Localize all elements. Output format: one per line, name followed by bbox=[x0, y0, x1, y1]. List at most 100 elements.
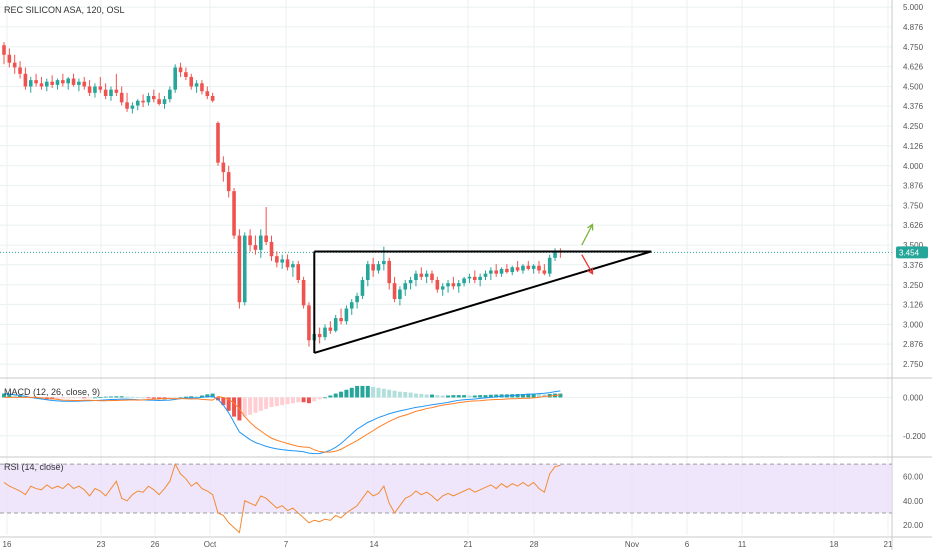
price-tick-label: 3.000 bbox=[903, 320, 924, 329]
candle bbox=[419, 267, 424, 280]
candle bbox=[376, 260, 381, 274]
candle-body bbox=[269, 241, 274, 257]
candle bbox=[398, 286, 402, 306]
candle bbox=[114, 73, 119, 96]
candle bbox=[18, 61, 22, 79]
macd-histogram-bar bbox=[478, 395, 483, 398]
candle bbox=[189, 73, 194, 90]
candle bbox=[184, 67, 188, 81]
candle bbox=[430, 270, 434, 284]
candle bbox=[328, 321, 333, 334]
candle-body bbox=[382, 260, 386, 265]
candle bbox=[553, 248, 557, 261]
candle-body bbox=[226, 172, 231, 192]
rsi-title: RSI (14, close) bbox=[4, 462, 64, 472]
macd-histogram-bar bbox=[205, 394, 210, 398]
candle bbox=[371, 257, 375, 277]
macd-histogram-bar bbox=[60, 397, 65, 399]
macd-histogram-bar bbox=[221, 397, 226, 406]
candle bbox=[226, 165, 231, 198]
price-tick-label: 5.000 bbox=[903, 3, 924, 12]
price-tick-label: 4.126 bbox=[903, 142, 924, 151]
macd-histogram-bar bbox=[87, 397, 92, 399]
candle-body bbox=[55, 80, 60, 85]
candle-body bbox=[424, 273, 429, 277]
candle bbox=[515, 260, 520, 273]
candle-body bbox=[451, 283, 456, 287]
candle-body bbox=[259, 235, 263, 250]
macd-histogram-bar bbox=[365, 385, 370, 398]
macd-histogram-bar bbox=[248, 397, 253, 415]
macd-panel bbox=[2, 385, 563, 455]
price-tick-label: 2.876 bbox=[903, 340, 924, 349]
candle-body bbox=[301, 280, 306, 306]
candle-body bbox=[162, 99, 167, 104]
macd-histogram-bar bbox=[403, 392, 408, 398]
candle-body bbox=[317, 333, 322, 338]
candle bbox=[93, 83, 97, 98]
macd-histogram-bar bbox=[339, 391, 344, 398]
chart-title: REC SILICON ASA, 120, OSL bbox=[4, 5, 125, 15]
candle bbox=[478, 273, 482, 287]
candle bbox=[23, 67, 28, 90]
candle-body bbox=[360, 280, 365, 296]
price-tick-label: 3.250 bbox=[903, 281, 924, 290]
macd-histogram-bar bbox=[269, 397, 274, 408]
macd-histogram-bar bbox=[199, 395, 204, 398]
candle-body bbox=[349, 302, 354, 309]
macd-histogram-bar bbox=[472, 395, 477, 398]
time-tick-label: Nov bbox=[625, 540, 639, 549]
macd-histogram-bar bbox=[424, 394, 429, 398]
candle-body bbox=[221, 162, 226, 173]
rsi-tick-label: 60.00 bbox=[903, 472, 924, 481]
candle-body bbox=[253, 245, 258, 250]
price-candles bbox=[2, 42, 563, 347]
candle-body bbox=[307, 305, 311, 341]
price-tick-label: 4.000 bbox=[903, 162, 924, 171]
time-tick-label: 16 bbox=[3, 540, 12, 549]
candle-body bbox=[205, 91, 210, 96]
macd-histogram-bar bbox=[71, 397, 76, 399]
arrow-head bbox=[587, 223, 594, 231]
candle bbox=[510, 265, 515, 276]
candle bbox=[349, 299, 354, 315]
candle-body bbox=[71, 78, 76, 85]
candle-body bbox=[344, 308, 349, 322]
candle bbox=[232, 188, 236, 239]
candle bbox=[162, 96, 167, 109]
candle bbox=[12, 54, 17, 74]
candle bbox=[216, 121, 220, 166]
macd-histogram-bar bbox=[82, 397, 87, 399]
macd-histogram-bar bbox=[242, 397, 247, 417]
candle bbox=[2, 42, 6, 65]
candle-body bbox=[242, 235, 247, 303]
candle-body bbox=[547, 257, 552, 274]
candle bbox=[531, 264, 536, 274]
candle-body bbox=[119, 92, 124, 103]
time-tick-label: 6 bbox=[685, 540, 690, 549]
candle bbox=[392, 276, 397, 303]
macd-histogram-bar bbox=[531, 393, 536, 398]
macd-tick-label: 0.000 bbox=[903, 393, 924, 402]
time-tick-label: 28 bbox=[530, 540, 539, 549]
candle-body bbox=[505, 268, 509, 273]
candle bbox=[275, 251, 279, 268]
macd-histogram-bar bbox=[488, 394, 493, 398]
candle-body bbox=[130, 105, 135, 109]
macd-histogram-bar bbox=[520, 393, 525, 398]
chart-grid bbox=[0, 0, 892, 535]
macd-histogram-bar bbox=[306, 397, 311, 404]
candle-body bbox=[521, 265, 525, 271]
candle-body bbox=[232, 191, 236, 236]
candle-body bbox=[440, 286, 445, 290]
macd-histogram-bar bbox=[360, 385, 365, 398]
macd-histogram-bar bbox=[526, 393, 531, 398]
candle bbox=[403, 280, 408, 296]
current-price-badge: 3.454 bbox=[896, 246, 928, 259]
candle-body bbox=[173, 67, 177, 90]
macd-histogram-bar bbox=[301, 397, 306, 403]
candle bbox=[45, 78, 49, 92]
macd-histogram-bar bbox=[349, 387, 354, 398]
